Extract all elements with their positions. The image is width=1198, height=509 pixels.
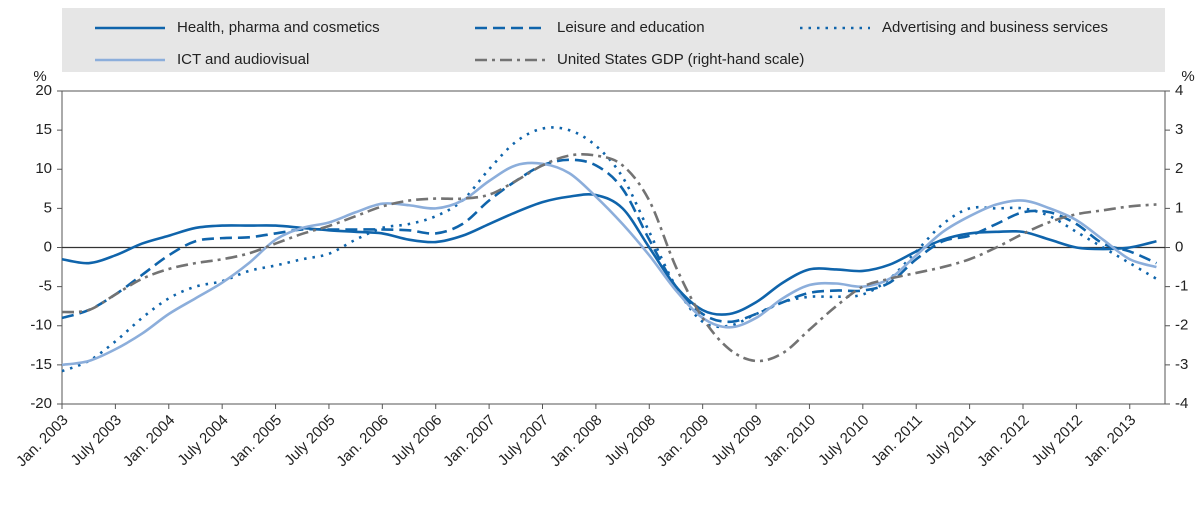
x-tick-label: July 2008: [601, 412, 658, 469]
series-line: [61, 193, 1157, 316]
legend-label: Leisure and education: [557, 19, 705, 36]
x-tick-label: Jan. 2005: [227, 412, 286, 471]
y-tick-label: -15: [30, 356, 52, 373]
series-line: [61, 161, 1157, 367]
x-tick-label: Jan. 2008: [547, 412, 606, 471]
x-tick-label: July 2011: [923, 412, 980, 469]
x-tick-label: Jan. 2004: [120, 412, 179, 471]
series-line: [61, 153, 1157, 363]
x-tick-label: Jan. 2007: [440, 412, 499, 471]
y2-tick-label: 4: [1175, 82, 1183, 99]
y2-tick-label: 3: [1175, 121, 1183, 138]
y-tick-label: 0: [44, 238, 52, 255]
y-tick-label: -5: [39, 278, 52, 295]
x-tick-label: July 2003: [68, 412, 125, 469]
y-tick-label: -20: [30, 395, 52, 412]
x-tick-label: July 2004: [174, 412, 231, 469]
y-tick-label: 15: [35, 121, 52, 138]
x-tick-label: July 2009: [708, 412, 765, 469]
y-tick-label: -10: [30, 317, 52, 334]
y2-tick-label: -3: [1175, 356, 1188, 373]
x-tick-label: Jan. 2010: [760, 412, 819, 471]
legend-background: [62, 8, 1165, 72]
y2-unit: %: [1181, 68, 1194, 85]
x-tick-label: July 2006: [388, 412, 445, 469]
x-tick-label: Jan. 2006: [333, 412, 392, 471]
y-tick-label: 5: [44, 199, 52, 216]
x-tick-label: July 2005: [281, 412, 338, 469]
x-tick-label: Jan. 2009: [654, 412, 713, 471]
x-tick-label: Jan. 2011: [868, 412, 926, 470]
x-tick-label: July 2012: [1029, 412, 1086, 469]
legend-label: United States GDP (right-hand scale): [557, 51, 804, 68]
x-tick-label: Jan. 2012: [974, 412, 1033, 471]
legend-label: Health, pharma and cosmetics: [177, 19, 380, 36]
series-line: [61, 158, 1157, 324]
legend-label: ICT and audiovisual: [177, 51, 309, 68]
y2-tick-label: 0: [1175, 238, 1183, 255]
y2-tick-label: 2: [1175, 160, 1183, 177]
x-tick-label: Jan. 2013: [1081, 412, 1140, 471]
y2-tick-label: -2: [1175, 317, 1188, 334]
x-tick-label: Jan. 2003: [13, 412, 72, 471]
y2-tick-label: -4: [1175, 395, 1188, 412]
y-tick-label: 20: [35, 82, 52, 99]
legend-label: Advertising and business services: [882, 19, 1108, 36]
y-tick-label: 10: [35, 160, 52, 177]
y2-tick-label: -1: [1175, 278, 1188, 295]
x-tick-label: July 2010: [815, 412, 872, 469]
y-unit: %: [33, 68, 46, 85]
y2-tick-label: 1: [1175, 199, 1183, 216]
x-tick-label: July 2007: [495, 412, 552, 469]
